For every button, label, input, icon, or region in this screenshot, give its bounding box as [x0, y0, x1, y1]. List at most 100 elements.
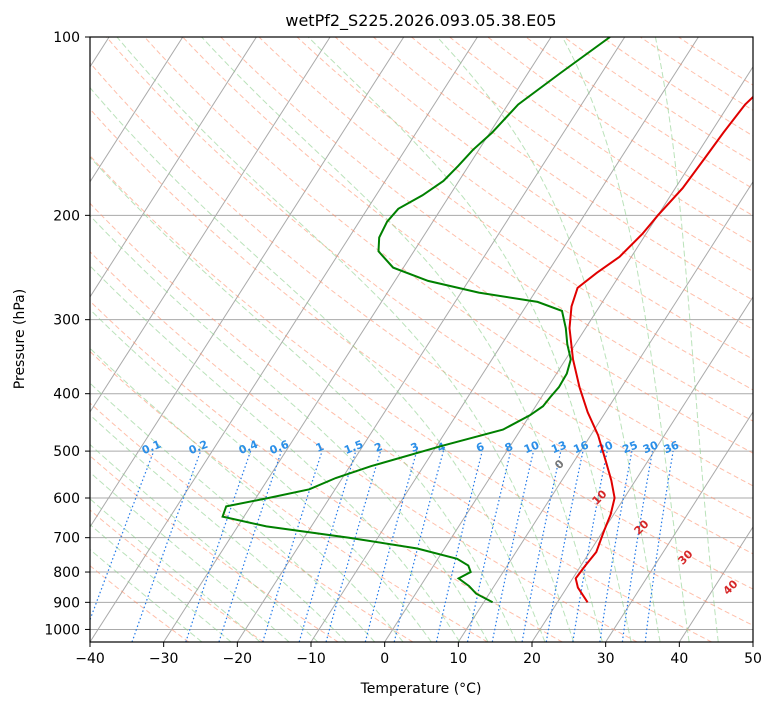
dry-adiabat-line	[90, 350, 488, 642]
x-tick-label: 0	[380, 651, 389, 667]
mixing-ratio-line	[491, 450, 535, 642]
moist-adiabat-line	[561, 37, 690, 642]
mixing-ratio-label: 8	[503, 440, 515, 455]
isotherm-line	[605, 410, 753, 642]
plot-frame	[89, 36, 754, 643]
moist-adiabat-line	[90, 382, 376, 642]
dry-adiabat-line	[373, 37, 753, 301]
chart-title: wetPf2_S225.2026.093.05.38.E05	[285, 11, 556, 31]
x-tick-label: 20	[523, 651, 541, 667]
moist-adiabat-line	[90, 443, 319, 642]
dry-adiabat-line	[90, 251, 638, 642]
moist-adiabat-line	[90, 548, 203, 642]
mixing-ratio-label: 3	[409, 440, 421, 455]
moist-adiabat-line	[654, 37, 719, 642]
moist-adiabats	[90, 37, 719, 642]
y-tick-label: 300	[53, 313, 80, 329]
moist-adiabat-line	[90, 214, 489, 642]
dry-adiabat-line	[90, 202, 712, 642]
mixing-ratio-label: 1	[314, 440, 326, 455]
moist-adiabat-line	[90, 523, 232, 642]
isotherm-grid	[90, 37, 753, 642]
mixing-ratio-label: 30	[641, 438, 660, 456]
mixing-ratio-line	[185, 450, 252, 642]
x-tick-label: −20	[223, 651, 253, 667]
x-tick-label: −40	[75, 651, 105, 667]
mixing-ratio-label: 2	[373, 440, 385, 455]
dry-adiabat-line	[90, 455, 339, 642]
dry-adiabat-line	[220, 37, 753, 422]
dewpoint-profile	[221, 37, 611, 604]
moist-adiabat-line	[90, 156, 517, 642]
mixing-ratio-line	[466, 450, 512, 642]
dry-adiabat-line	[90, 155, 753, 627]
x-axis-title: Temperature (°C)	[360, 681, 482, 697]
mixing-ratio-line	[325, 450, 382, 642]
mixing-ratio-label: 16	[572, 438, 591, 456]
mixing-ratio-line	[621, 450, 653, 642]
moist-adiabat-line	[307, 37, 632, 642]
y-axis: 100 200 300 400 500 600 700 800 900 1000	[44, 30, 90, 638]
dry-adiabat-line	[90, 402, 414, 642]
isotherm-line	[678, 526, 753, 642]
mixing-ratio-label: 25	[621, 439, 640, 457]
x-tick-label: 40	[670, 651, 688, 667]
x-tick-label: 50	[744, 651, 762, 667]
y-tick-label: 400	[53, 387, 80, 403]
moist-adiabat-line	[90, 308, 432, 642]
mixing-ratio-label: 13	[549, 439, 568, 457]
isotherm-line	[384, 65, 753, 642]
mixing-ratio-line	[435, 450, 483, 642]
dry-adiabat-line	[90, 108, 753, 590]
y-axis-title: Pressure (hPa)	[12, 289, 28, 389]
x-tick-label: −10	[296, 651, 326, 667]
mixing-ratio-line	[298, 450, 357, 642]
y-tick-label: 100	[53, 30, 80, 46]
isotherm-line	[90, 37, 331, 413]
moist-adiabat-line	[90, 471, 290, 642]
isotherm-line	[90, 37, 184, 183]
x-tick-label: 10	[449, 651, 467, 667]
mixing-ratio-line	[364, 450, 418, 642]
dry-adiabat-line	[182, 37, 753, 454]
moist-adiabat-line	[90, 498, 261, 642]
mixing-ratio-line	[131, 450, 202, 642]
isotherm-line	[90, 37, 405, 528]
y-tick-label: 600	[53, 491, 80, 507]
mixing-ratio-line	[393, 450, 444, 642]
y-tick-label: 200	[53, 208, 80, 224]
isotherm-line	[236, 37, 626, 642]
y-tick-label: 700	[53, 531, 80, 547]
isotherm-line	[531, 295, 753, 642]
mixing-ratio-line	[644, 451, 674, 642]
moist-adiabat-line	[116, 37, 575, 642]
sounding-series	[221, 37, 753, 604]
moist-adiabat-line	[436, 37, 661, 642]
mixing-ratio-line	[218, 450, 282, 642]
dry-adiabat-line	[90, 509, 264, 642]
y-tick-label: 500	[53, 444, 80, 460]
x-axis: −40 −30 −20 −10 0 10 20 30 40 50	[75, 642, 762, 667]
isotherm-line	[90, 37, 478, 642]
y-tick-label: 1000	[44, 622, 80, 638]
isotherm-line	[457, 180, 753, 642]
isotherm-line	[90, 37, 257, 298]
y-tick-label: 900	[53, 595, 80, 611]
mixing-ratio-label: 36	[662, 438, 681, 456]
moist-adiabat-line	[90, 265, 461, 642]
dry-adiabat-line	[334, 37, 753, 330]
x-tick-label: −30	[149, 651, 179, 667]
y-tick-label: 800	[53, 565, 80, 581]
mixing-ratio-line	[262, 450, 323, 642]
moist-adiabat-line	[90, 347, 404, 642]
isobar-grid	[90, 37, 753, 630]
temperature-profile	[568, 95, 753, 603]
mixing-ratio-label: 10	[522, 438, 541, 456]
dry-adiabat-line	[258, 37, 753, 391]
dry-adiabat-line	[106, 37, 753, 520]
dry-adiabat-line	[90, 62, 753, 555]
moist-adiabat-line	[201, 37, 603, 642]
moist-adiabat-line	[90, 86, 546, 642]
